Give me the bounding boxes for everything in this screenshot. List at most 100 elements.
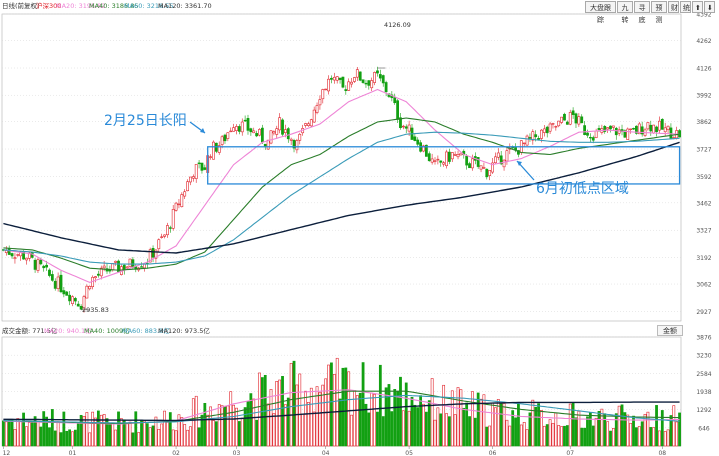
candle-body — [344, 89, 348, 91]
candle-body — [347, 81, 351, 91]
candle-body — [229, 130, 233, 133]
candle-body — [194, 164, 198, 179]
candle-body — [502, 159, 506, 168]
volume-bar — [381, 416, 385, 447]
volume-tick-label: 3230 — [696, 353, 711, 360]
toolbar-btn-yuce[interactable]: 预测 — [651, 1, 667, 24]
volume-bars — [2, 357, 681, 447]
volume-bar — [65, 430, 69, 447]
candle-body — [456, 154, 460, 158]
candle-body — [531, 131, 535, 141]
price-tick-label: 2927 — [696, 309, 711, 316]
candle-body — [611, 125, 615, 128]
candle-body — [7, 248, 11, 255]
candle-body — [177, 203, 181, 206]
volume-bar — [120, 418, 123, 447]
candle-body — [71, 296, 74, 304]
candle-body — [505, 150, 509, 162]
candle-body — [591, 137, 595, 141]
volume-ma60-line — [3, 394, 680, 424]
toolbar-btn-cai[interactable]: 财 — [668, 1, 679, 13]
volume-ma120-line — [3, 401, 680, 422]
volume-bar — [479, 398, 483, 447]
candle-body — [588, 136, 592, 139]
volume-bar — [367, 412, 371, 447]
candle-body — [85, 285, 89, 299]
volume-bar — [350, 414, 353, 447]
candle-body — [65, 291, 69, 296]
price-tick-label: 3327 — [696, 228, 711, 235]
volume-bar — [482, 394, 486, 447]
volume-bar — [511, 410, 515, 447]
volume-bar — [473, 417, 477, 447]
volume-bar — [442, 384, 446, 447]
candle-body — [255, 133, 259, 137]
candle-body — [10, 253, 14, 257]
x-tick-label: 03 — [233, 450, 241, 456]
volume-bar — [151, 425, 155, 447]
volume-ma-lines — [3, 389, 680, 425]
volume-bar — [117, 411, 120, 447]
x-tick-label: 07 — [566, 450, 574, 456]
candle-body — [321, 89, 325, 100]
volume-bar — [471, 391, 474, 447]
candle-body — [140, 266, 143, 268]
volume-bar — [309, 387, 313, 447]
volume-bar — [600, 408, 604, 447]
volume-bar — [557, 425, 561, 447]
volume-bar — [462, 407, 466, 447]
volume-bar — [131, 432, 135, 447]
volume-bar — [574, 417, 578, 447]
candle-body — [488, 170, 492, 176]
volume-bar — [583, 427, 587, 447]
volume-bar — [200, 414, 204, 447]
volume-bar — [649, 427, 653, 447]
toolbar-btn-market[interactable]: 大盘跟踪 — [585, 1, 616, 24]
label-low: 2935.83 — [82, 306, 109, 314]
candle-body — [131, 259, 135, 268]
volume-bar — [16, 418, 20, 447]
candle-body — [278, 117, 282, 131]
candle-body — [191, 176, 195, 179]
toolbar-btn-xundi[interactable]: 寻底 — [634, 1, 650, 24]
candle-body — [332, 76, 336, 81]
volume-bar — [502, 403, 506, 447]
candle-body — [606, 127, 610, 130]
volume-bar — [76, 423, 80, 447]
volume-bar — [370, 392, 374, 447]
candle-body — [324, 88, 328, 91]
candle-body — [637, 123, 641, 135]
price-ma120-line — [3, 141, 680, 254]
volume-unit-button[interactable]: 金额 — [657, 325, 683, 336]
toolbar-btn-down-icon[interactable]: ⬇ — [704, 1, 715, 13]
volume-bar — [281, 376, 284, 447]
candle-body — [128, 258, 132, 267]
candle-body — [252, 130, 256, 134]
volume-bar — [332, 373, 336, 447]
volume-bar — [318, 392, 322, 447]
candle-body — [289, 138, 293, 141]
volume-bar — [629, 422, 633, 447]
candle-body — [197, 162, 201, 165]
volume-bar — [355, 395, 359, 447]
volume-bar — [496, 399, 500, 447]
toolbar-btn-jiuzhuan[interactable]: 九转 — [617, 1, 633, 24]
volume-bar — [148, 427, 152, 447]
toolbar-btn-tong[interactable]: 统 — [680, 1, 691, 13]
volume-bar — [611, 428, 615, 447]
candle-body — [580, 116, 584, 124]
candle-body — [111, 263, 115, 271]
volume-tick-label: 1938 — [696, 389, 711, 396]
header-period: 日线(前复权) — [2, 1, 40, 10]
volume-bar — [180, 417, 184, 447]
candle-body — [603, 126, 607, 132]
toolbar-btn-up-icon[interactable]: ⬆ — [692, 1, 703, 13]
volume-bar — [7, 419, 11, 447]
volume-bar — [609, 430, 612, 447]
candle-body — [353, 77, 356, 82]
volume-bar — [249, 393, 253, 447]
volume-bar — [528, 412, 532, 447]
candle-body — [56, 276, 60, 289]
volume-bar — [531, 399, 535, 447]
